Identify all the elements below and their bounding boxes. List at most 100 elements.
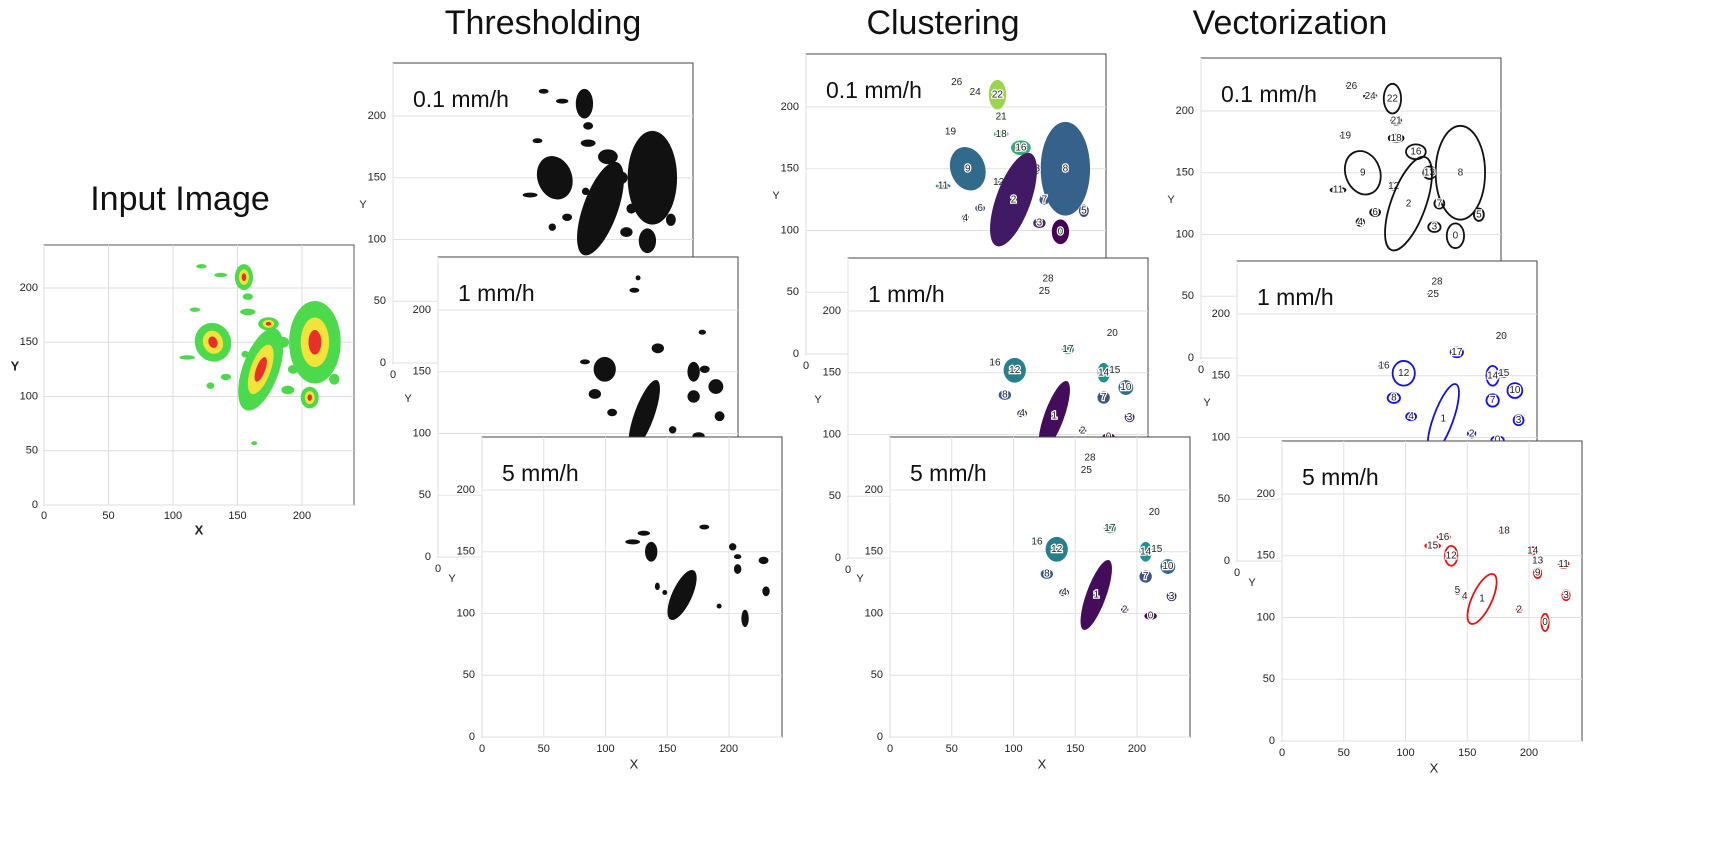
y-tick-label: 150: [1176, 167, 1194, 179]
y-tick-label: 50: [463, 669, 475, 681]
cluster-blob: [1436, 533, 1451, 541]
rain-blob: [220, 373, 232, 381]
cluster-blob: [1433, 197, 1446, 210]
cluster-blob: [990, 360, 1000, 366]
y-tick-label: 150: [781, 163, 799, 175]
cluster-blob: [687, 390, 700, 403]
cluster-label: 2: [1011, 194, 1017, 205]
cluster-blob: [1059, 588, 1070, 597]
cluster-label: 28: [1043, 274, 1055, 285]
cluster-label: 25: [1039, 286, 1051, 297]
y-tick-label: 0: [32, 499, 38, 511]
y-tick-label: 150: [457, 546, 475, 558]
cluster-blob: [1033, 218, 1046, 229]
cluster-label: 12: [1388, 181, 1400, 192]
rain-core: [308, 329, 322, 355]
cluster-blob: [588, 389, 602, 399]
cluster-blob: [1087, 455, 1093, 461]
cluster-blob: [607, 408, 618, 417]
cluster-blob: [1040, 121, 1091, 216]
x-tick-label: 50: [1338, 747, 1350, 759]
cluster-blob: [1124, 412, 1135, 423]
cluster-blob: [733, 564, 742, 574]
y-tick-label: 50: [871, 669, 883, 681]
cluster-label: 16: [1378, 361, 1390, 372]
x-tick-label: 100: [1004, 743, 1022, 755]
cluster-blob: [1386, 392, 1401, 404]
cluster-blob: [1003, 357, 1026, 383]
x-tick-label: 0: [845, 564, 851, 576]
cluster-blob: [1160, 559, 1176, 574]
y-tick-label: 150: [413, 366, 431, 378]
cluster-blob: [1461, 593, 1469, 600]
x-tick-label: 0: [803, 360, 809, 372]
cluster-blob: [951, 79, 962, 85]
cluster-label: 13: [1424, 167, 1436, 178]
y-tick-label: 200: [865, 484, 883, 496]
cluster-label: 5: [1476, 209, 1482, 220]
y-tick-label: 100: [413, 427, 431, 439]
cluster-label: 0: [1148, 611, 1154, 622]
y-tick-label: 100: [781, 224, 799, 236]
y-axis-label: Y: [1248, 577, 1256, 589]
cluster-blob: [522, 192, 538, 198]
cluster-label: 11: [1333, 185, 1344, 196]
x-tick-label: 0: [1198, 364, 1204, 376]
cluster-blob: [665, 213, 676, 226]
cluster-blob: [1540, 612, 1550, 632]
cluster-label: 7: [1490, 395, 1496, 406]
cluster-blob: [1424, 542, 1441, 550]
y-axis-label: Y: [814, 394, 822, 406]
cluster-blob: [1363, 92, 1378, 100]
cluster-blob: [556, 98, 569, 104]
cluster-blob: [1497, 368, 1510, 378]
rain-blob: [251, 441, 258, 446]
cluster-blob: [1345, 82, 1358, 90]
cluster-blob: [1449, 346, 1464, 359]
y-tick-label: 100: [1257, 611, 1275, 623]
cluster-label: 20: [1107, 328, 1119, 339]
cluster-blob: [598, 149, 618, 165]
y-tick-label: 0: [793, 348, 799, 360]
rain-core: [307, 394, 312, 401]
rain-blob: [196, 264, 207, 269]
cluster-blob: [1144, 612, 1157, 620]
cluster-blob: [1039, 194, 1050, 205]
cluster-label: 16: [989, 358, 1001, 369]
cluster-blob: [1387, 133, 1405, 143]
cluster-label: 4: [1462, 591, 1468, 602]
y-axis-label: Y: [11, 358, 20, 373]
cluster-blob: [662, 590, 668, 595]
cluster-blob: [620, 227, 633, 238]
y-tick-label: 200: [413, 304, 431, 316]
cluster-label: 8: [1391, 393, 1397, 404]
cluster-blob: [1045, 536, 1068, 562]
cluster-blob: [1485, 393, 1500, 408]
x-tick-label: 0: [1279, 747, 1285, 759]
cluster-label: 14: [1527, 545, 1539, 556]
rain-blob: [281, 385, 295, 395]
cluster-label: 6: [1372, 207, 1378, 218]
cluster-blob: [998, 390, 1012, 400]
cluster-label: 24: [1365, 91, 1377, 102]
cluster-label: 19: [945, 126, 957, 137]
cluster-blob: [1473, 207, 1485, 222]
cluster-label: 0: [1058, 226, 1064, 237]
cluster-blob: [667, 569, 697, 620]
rain-core: [265, 321, 272, 326]
cluster-label: 18: [1499, 526, 1511, 537]
cluster-blob: [1097, 362, 1110, 383]
y-tick-label: 0: [1269, 735, 1275, 747]
cluster-label: 12: [1446, 550, 1458, 561]
cluster-label: 15: [1109, 365, 1121, 376]
x-tick-label: 0: [390, 369, 396, 381]
cluster-blob: [1391, 360, 1416, 387]
rain-blob: [214, 272, 228, 278]
y-axis-label: Y: [1167, 194, 1175, 206]
cluster-label: 16: [1031, 537, 1043, 548]
header: Vectorization: [1193, 4, 1388, 42]
panel-label: 5 mm/h: [910, 460, 987, 486]
cluster-blob: [593, 356, 616, 382]
cluster-label: 1: [1440, 414, 1446, 425]
